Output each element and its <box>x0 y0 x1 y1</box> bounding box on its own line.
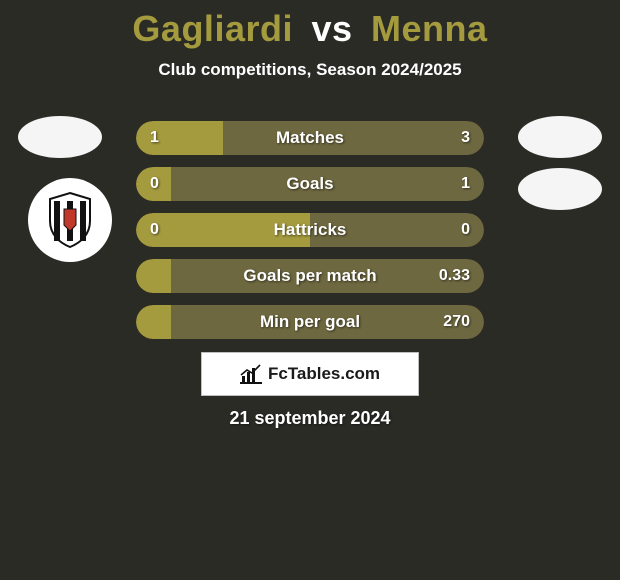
subtitle: Club competitions, Season 2024/2025 <box>0 60 620 80</box>
stat-bar-left <box>136 213 310 247</box>
stat-bar-left <box>136 167 171 201</box>
stat-bar-right <box>223 121 484 155</box>
stat-bar-right <box>171 259 484 293</box>
stat-bar-right <box>171 167 484 201</box>
stats-bars: Matches13 Goals01 Hattricks00 Goals per mat… <box>136 121 484 351</box>
stat-bar-track <box>136 259 484 293</box>
vs-text: vs <box>311 8 352 49</box>
source-box: FcTables.com <box>201 352 419 396</box>
stat-bar-track <box>136 213 484 247</box>
stat-row: Hattricks00 <box>136 213 484 247</box>
team-badge-right-1 <box>518 116 602 158</box>
stat-bar-right <box>310 213 484 247</box>
stat-bar-track <box>136 121 484 155</box>
club-crest <box>28 178 112 262</box>
stat-row: Goals per match0.33 <box>136 259 484 293</box>
player2-name: Menna <box>371 8 488 49</box>
stat-bar-left <box>136 121 223 155</box>
chart-icon <box>240 364 262 384</box>
page-title: Gagliardi vs Menna <box>0 0 620 50</box>
stat-bar-right <box>171 305 484 339</box>
stat-bar-left <box>136 305 171 339</box>
shield-icon <box>46 191 94 249</box>
source-text: FcTables.com <box>268 364 380 384</box>
stat-bar-track <box>136 305 484 339</box>
stat-row: Matches13 <box>136 121 484 155</box>
stat-bar-left <box>136 259 171 293</box>
stat-row: Min per goal270 <box>136 305 484 339</box>
team-badge-left <box>18 116 102 158</box>
stat-bar-track <box>136 167 484 201</box>
date-text: 21 september 2024 <box>0 408 620 429</box>
team-badge-right-2 <box>518 168 602 210</box>
player1-name: Gagliardi <box>132 8 293 49</box>
stat-row: Goals01 <box>136 167 484 201</box>
